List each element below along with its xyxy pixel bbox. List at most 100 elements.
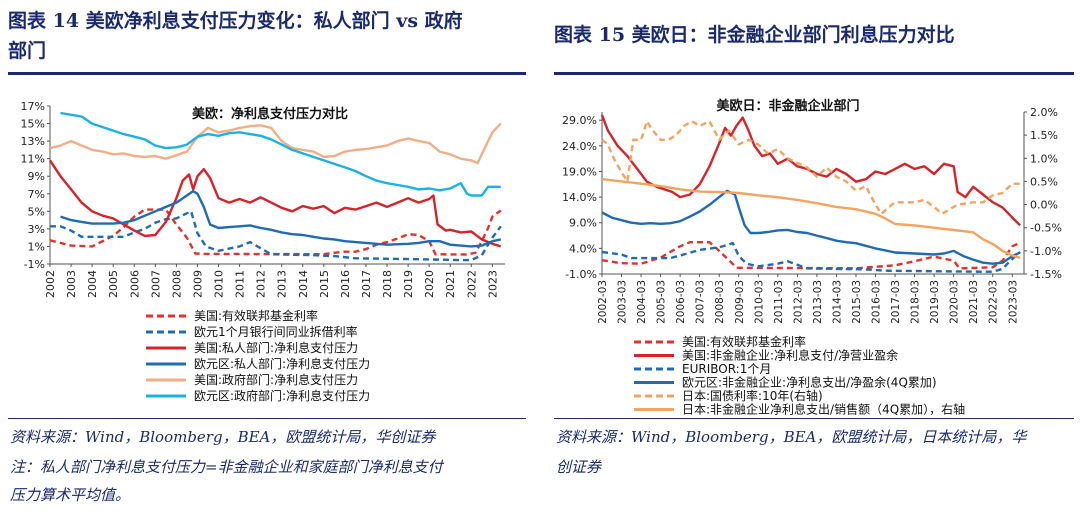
left-note-line2: 压力算术平均值。 [10, 486, 131, 504]
x-tick-label: 2003 [65, 270, 78, 298]
legend-label: 欧元区:私人部门:净利息支付压力 [194, 356, 370, 371]
y-tick-label: -1% [24, 258, 45, 271]
series-line [601, 241, 1021, 270]
x-tick-label: 2014-03 [831, 280, 843, 324]
series-line [60, 189, 502, 248]
y-tick-label: 1% [28, 240, 45, 253]
x-tick-label: 2018-03 [910, 280, 922, 324]
legend-label: 美国:有效联邦基金利率 [682, 334, 806, 349]
x-tick-label: 2011 [234, 270, 247, 298]
x-tick-label: 2008 [170, 270, 183, 298]
x-tick-label: 2002-03 [597, 280, 609, 324]
y-right-tick-label: 2.0% [1030, 106, 1058, 119]
left-source-text: 资料来源：Wind，Bloomberg，BEA，欧盟统计局，华创证券 [10, 428, 436, 446]
x-tick-label: 2007-03 [695, 280, 707, 324]
left-figure-title-line2: 部门 [8, 40, 47, 62]
x-tick-label: 2005-03 [656, 280, 668, 324]
series-line [60, 111, 501, 197]
right-source-line2: 创证券 [556, 458, 602, 476]
right-figure-title: 图表 15 美欧日：非金融企业部门利息压力对比 [554, 24, 955, 46]
y-tick-label: 11% [21, 153, 45, 166]
x-tick-label: 2019 [402, 270, 415, 298]
left-source-rule [8, 418, 526, 419]
x-tick-label: 2006-03 [675, 280, 687, 324]
legend-label: 欧元区:非金融企业:净利息支出/净盈余(4Q累加) [682, 375, 937, 390]
legend-label: EURIBOR:1个月 [682, 362, 771, 376]
x-tick-label: 2017-03 [890, 280, 902, 324]
series-line [601, 189, 1021, 265]
x-tick-label: 2017 [360, 270, 373, 298]
x-tick-label: 2002 [44, 270, 57, 298]
y-left-tick-label: 9.0% [569, 217, 597, 230]
legend-label: 美国:非金融企业:净利息支付/净营业盈余 [682, 348, 898, 363]
y-tick-label: 15% [21, 118, 45, 131]
y-left-tick-label: 29.0% [562, 114, 597, 127]
legend-label: 欧元区:政府部门:净利息支付压力 [194, 388, 370, 403]
chart-title: 美欧日：非金融企业部门 [716, 98, 859, 114]
right-source-rule [554, 418, 1074, 419]
y-right-tick-label: 1.5% [1030, 129, 1058, 142]
x-tick-label: 2010 [213, 270, 226, 298]
x-tick-label: 2012 [255, 270, 268, 298]
right-source-line1: 资料来源：Wind，Bloomberg，BEA，欧盟统计局，日本统计局，华 [556, 428, 1027, 446]
x-tick-label: 2020-03 [949, 280, 961, 324]
series-line [49, 122, 502, 165]
series-line [49, 208, 502, 256]
x-tick-label: 2009 [191, 270, 204, 298]
x-tick-label: 2015 [318, 270, 331, 298]
y-right-tick-label: -1.0% [1030, 245, 1062, 258]
y-tick-label: 3% [28, 223, 45, 236]
y-left-tick-label: 14.0% [562, 191, 597, 204]
legend-label: 日本:非金融企业净利息支出/销售额（4Q累加），右轴 [682, 402, 965, 417]
series-line [601, 120, 1021, 215]
x-tick-label: 2021 [444, 270, 457, 298]
x-tick-label: 2016-03 [871, 280, 883, 324]
right-title-rule [554, 72, 1074, 75]
x-tick-label: 2023-03 [1007, 280, 1019, 324]
y-tick-label: 7% [28, 188, 45, 201]
x-tick-label: 2022-03 [988, 280, 1000, 324]
y-left-tick-label: 19.0% [562, 165, 597, 178]
y-right-tick-label: -1.5% [1030, 268, 1062, 281]
y-right-tick-label: -0.5% [1030, 222, 1062, 235]
x-tick-label: 2010-03 [753, 280, 765, 324]
y-tick-label: 13% [21, 135, 45, 148]
x-tick-label: 2009-03 [734, 280, 746, 324]
x-tick-label: 2013 [276, 270, 289, 298]
x-tick-label: 2019-03 [929, 280, 941, 324]
y-left-tick-label: -1.0% [565, 268, 597, 281]
x-tick-label: 2014 [297, 270, 310, 298]
series-line [600, 114, 1021, 227]
x-tick-label: 2005 [107, 270, 120, 298]
left-chart: -1% 1% 3% 5% 7% 9% 11% 13% 15% 17% 2002 2003 2004 200… [21, 100, 505, 403]
x-tick-label: 2007 [149, 270, 162, 298]
y-left-tick-label: 4.0% [569, 242, 597, 255]
series-line [601, 177, 1021, 259]
left-title-rule [8, 72, 526, 75]
x-tick-label: 2006 [128, 270, 141, 298]
left-note-line1: 注：私人部门净利息支付压力=非金融企业和家庭部门净利息支付 [10, 458, 443, 476]
series-line [50, 210, 502, 262]
chart-title: 美欧：净利息支付压力对比 [192, 106, 348, 122]
y-right-tick-label: 0.5% [1030, 175, 1058, 188]
legend-label: 日本:国债利率:10年(右轴) [682, 388, 823, 403]
x-tick-label: 2008-03 [714, 280, 726, 324]
y-tick-label: 17% [21, 100, 45, 113]
x-tick-label: 2015-03 [851, 280, 863, 324]
y-left-tick-label: 24.0% [562, 140, 597, 153]
y-tick-label: 5% [28, 205, 45, 218]
y-right-tick-label: 1.0% [1030, 152, 1058, 165]
legend-label: 美国:政府部门:净利息支付压力 [194, 372, 358, 387]
left-figure-panel: 图表 14 美欧净利息支付压力变化：私人部门 vs 政府 部门 -1% 1% 3% 5… [0, 0, 530, 517]
left-figure-title-line1: 图表 14 美欧净利息支付压力变化：私人部门 vs 政府 [8, 10, 463, 32]
series-line [601, 242, 1021, 273]
x-tick-label: 2003-03 [617, 280, 629, 324]
legend-label: 美国:私人部门:净利息支付压力 [194, 340, 358, 355]
x-tick-label: 2021-03 [968, 280, 980, 324]
x-tick-label: 2023 [486, 270, 499, 298]
x-tick-label: 2004 [86, 270, 99, 298]
x-tick-label: 2013-03 [812, 280, 824, 324]
x-tick-label: 2020 [423, 270, 436, 298]
legend-label: 欧元1个月银行间同业拆借利率 [194, 324, 358, 339]
x-tick-label: 2004-03 [636, 280, 648, 324]
